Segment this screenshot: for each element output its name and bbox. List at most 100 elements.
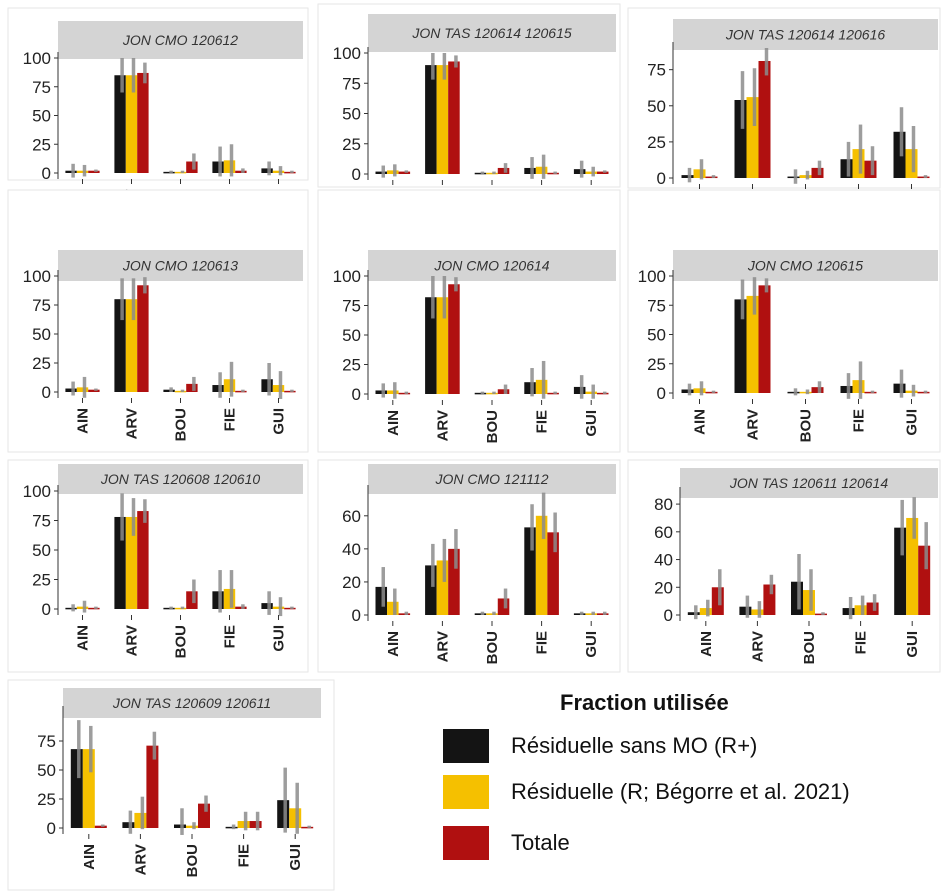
bar-ain-s2	[88, 607, 100, 610]
bar-fie-s2	[235, 606, 247, 609]
bar-fie-s2	[547, 172, 559, 175]
y-tick-label: 60	[654, 523, 673, 542]
bar-ain-s0	[375, 171, 388, 174]
x-tick-label: BOU	[798, 409, 815, 442]
y-tick-label: 75	[647, 61, 666, 80]
y-tick-label: 50	[342, 105, 361, 124]
bar-ain-s1	[387, 390, 399, 394]
bar-fie-s0	[524, 167, 536, 174]
bar-arv-s1	[436, 297, 449, 394]
x-tick-label: GUI	[271, 408, 288, 435]
bar-fie-s0	[212, 161, 224, 173]
bar-gui-s0	[893, 383, 906, 393]
legend-item-residuelle: Résiduelle (R; Bégorre et al. 2021)	[443, 775, 850, 809]
bar-arv-s2	[137, 285, 149, 392]
x-tick-label: AIN	[698, 631, 715, 657]
bar-arv-s2	[763, 584, 776, 615]
legend-item-residuelle-sans-mo: Résiduelle sans MO (R+)	[443, 729, 757, 763]
bar-ain-s2	[398, 171, 411, 174]
x-tick-label: GUI	[904, 409, 921, 436]
bar-gui-s1	[272, 170, 285, 173]
bar-ain-s0	[681, 175, 694, 178]
bar-gui-s2	[301, 826, 314, 829]
bar-bou-s0	[163, 607, 175, 610]
bar-arv-s0	[114, 299, 126, 392]
bar-bou-s1	[174, 390, 187, 393]
x-tick-label: BOU	[173, 408, 190, 441]
y-tick-label: 0	[352, 385, 361, 404]
bar-ain-s1	[76, 170, 89, 173]
panel-title: JON TAS 120611 120614	[729, 475, 888, 491]
bar-fie-s1	[223, 160, 236, 173]
bar-ain-s1	[387, 170, 399, 174]
bar-bou-s2	[815, 613, 827, 616]
x-tick-label: GUI	[287, 844, 304, 871]
bar-fie-s2	[864, 391, 877, 394]
panel-frame	[627, 189, 941, 453]
bar-ain-s2	[88, 389, 100, 392]
bar-gui-s2	[596, 613, 609, 615]
bar-bou-s1	[486, 613, 498, 615]
x-tick-label: AIN	[692, 409, 709, 435]
panel-frame	[317, 189, 621, 453]
y-tick-label: 0	[352, 606, 361, 625]
y-tick-label: 25	[647, 133, 666, 152]
bar-arv-s2	[448, 548, 460, 615]
bar-ain-s0	[687, 612, 700, 615]
bar-arv-s0	[739, 606, 752, 615]
legend-swatch-yellow	[443, 775, 489, 809]
y-tick-label: 0	[657, 384, 666, 403]
bar-gui-s0	[261, 379, 273, 392]
bar-bou-s2	[186, 383, 198, 392]
y-tick-label: 75	[342, 297, 361, 316]
bar-fie-s1	[223, 588, 236, 609]
panel-title-strip	[58, 21, 303, 59]
y-tick-label: 100	[333, 267, 361, 286]
bar-ain-s0	[70, 749, 83, 828]
bar-bou-s2	[198, 803, 210, 828]
bar-gui-s0	[261, 168, 273, 173]
y-tick-label: 25	[37, 790, 56, 809]
bar-bou-s0	[174, 824, 186, 828]
x-tick-label: BOU	[173, 625, 190, 658]
x-tick-label: BOU	[801, 631, 818, 664]
bar-arv-s0	[122, 822, 135, 828]
bar-fie-s0	[840, 159, 853, 178]
bar-fie-s1	[852, 149, 865, 178]
bar-ain-s1	[693, 169, 706, 178]
y-tick-label: 40	[342, 540, 361, 559]
bar-ain-s2	[705, 176, 718, 179]
x-tick-label: FIE	[851, 409, 868, 432]
bar-fie-s1	[237, 821, 250, 828]
panel-title: JON CMO 120613	[122, 258, 238, 274]
bar-fie-s2	[547, 392, 559, 395]
bar-bou-s2	[497, 389, 510, 394]
bar-ain-s0	[65, 607, 77, 610]
bar-fie-s0	[524, 527, 536, 615]
bar-gui-s2	[917, 391, 930, 394]
y-tick-label: 75	[32, 512, 51, 531]
bar-ain-s1	[76, 387, 89, 392]
bar-arv-s1	[436, 560, 449, 615]
bar-fie-s0	[212, 591, 224, 609]
bar-arv-s2	[146, 745, 159, 828]
bar-fie-s0	[225, 826, 238, 829]
bar-bou-s1	[803, 590, 815, 615]
bar-arv-s1	[436, 65, 449, 174]
x-tick-label: ARV	[745, 409, 762, 440]
y-tick-label: 100	[23, 267, 51, 286]
bar-gui-s2	[596, 392, 609, 395]
bar-bou-s2	[497, 167, 510, 174]
bar-bou-s2	[186, 591, 198, 609]
y-tick-label: 50	[32, 325, 51, 344]
bar-arv-s1	[125, 299, 138, 392]
bar-gui-s0	[573, 169, 586, 174]
bar-gui-s1	[272, 606, 285, 609]
legend-label: Résiduelle sans MO (R+)	[511, 733, 758, 758]
x-tick-label: ARV	[434, 631, 451, 662]
bar-arv-s2	[137, 511, 149, 609]
bar-ain-s2	[711, 587, 724, 615]
panel-title: JON TAS 120608 120610	[100, 471, 261, 487]
y-tick-label: 75	[37, 732, 56, 751]
panel-title-strip	[673, 19, 938, 50]
